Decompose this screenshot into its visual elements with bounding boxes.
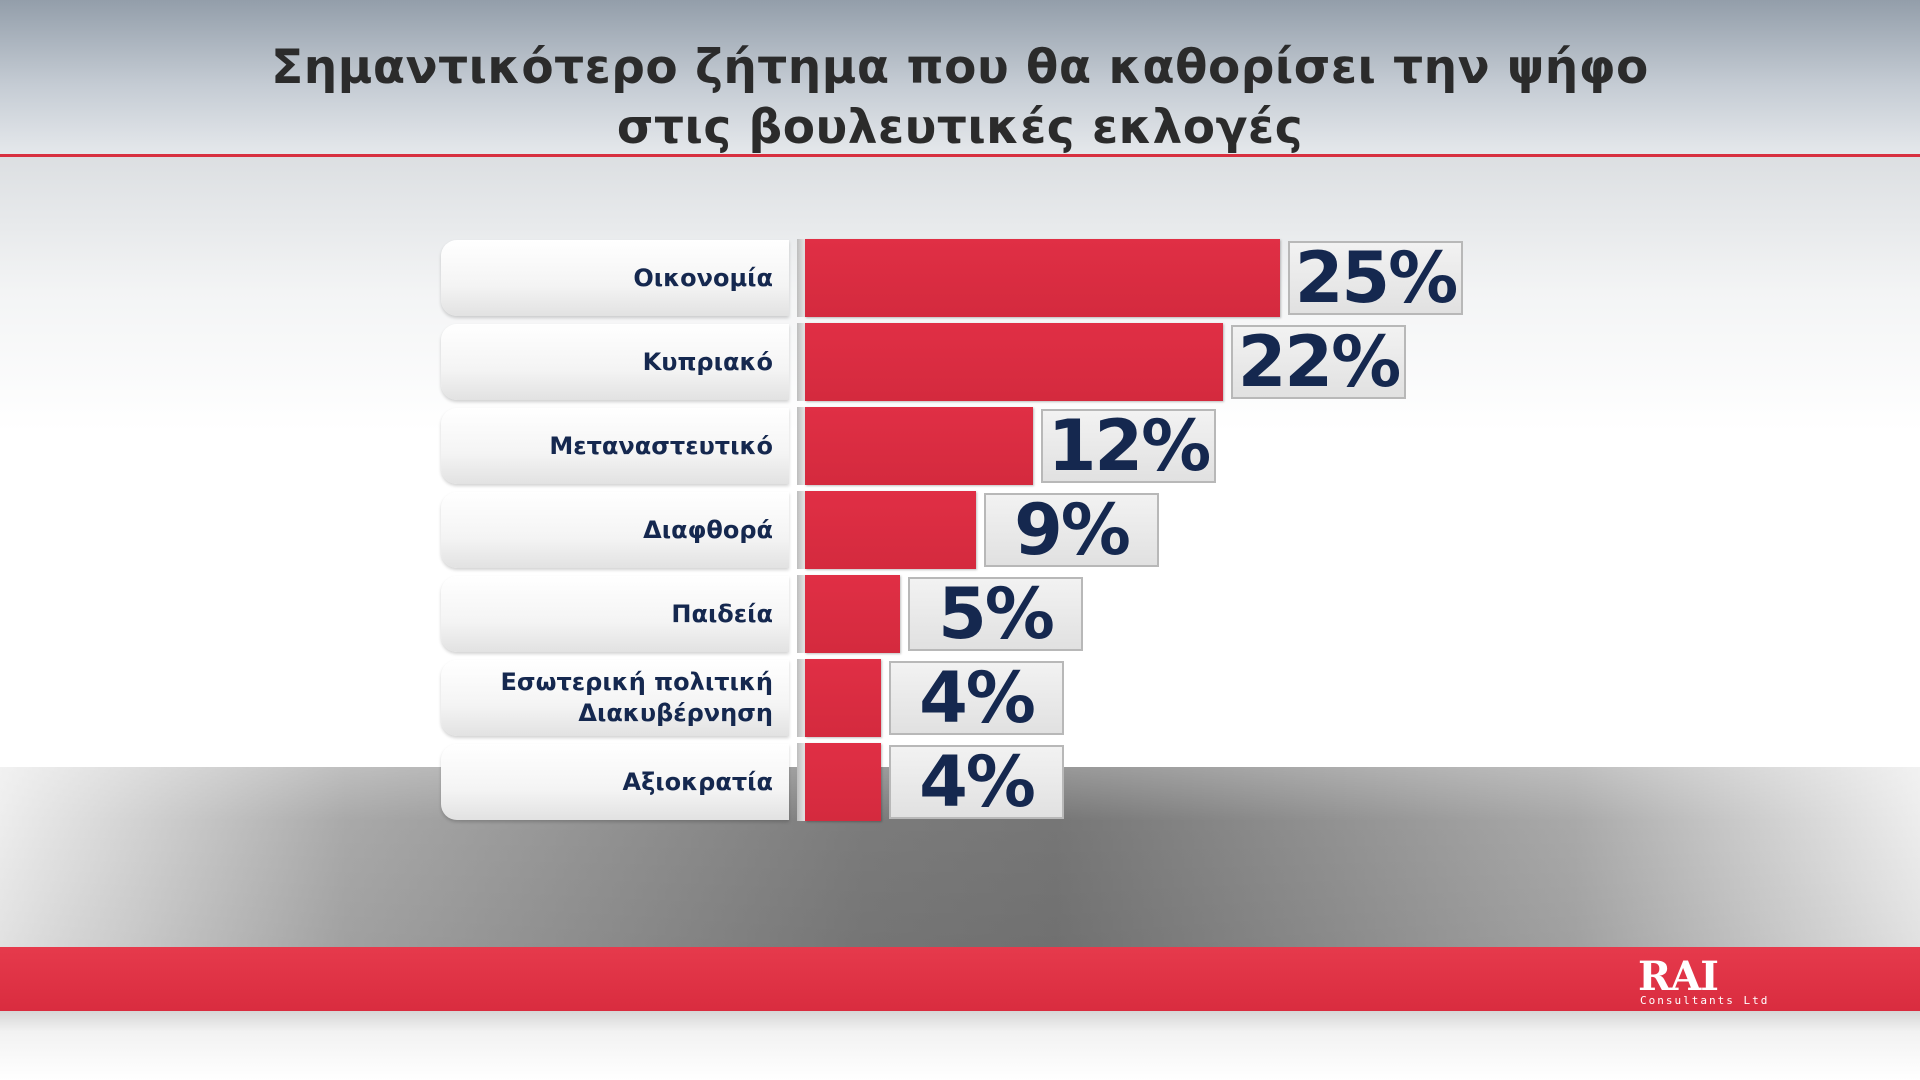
bar-base <box>797 323 805 401</box>
category-label-box: Διαφθορά <box>441 492 789 568</box>
bar-base <box>797 239 805 317</box>
category-label-box: Κυπριακό <box>441 324 789 400</box>
value-label: 22% <box>1231 321 1406 403</box>
footer-band <box>0 947 1920 1011</box>
bar-base <box>797 407 805 485</box>
category-label: Αξιοκρατία <box>622 767 773 796</box>
bar-base <box>797 659 805 737</box>
bar-base <box>797 575 805 653</box>
bar <box>805 659 881 737</box>
value-label: 4% <box>889 657 1064 739</box>
title-line-2: στις βουλευτικές εκλογές <box>616 100 1304 155</box>
chart-title: Σημαντικότερο ζήτημα που θα καθορίσει τη… <box>0 38 1920 158</box>
bar <box>805 743 881 821</box>
category-label-box: Μεταναστευτικό <box>441 408 789 484</box>
category-label: Οικονομία <box>633 263 773 292</box>
bar-base <box>797 491 805 569</box>
category-label: Εσωτερική πολιτική Διακυβέρνηση <box>500 668 773 727</box>
rai-logo: RAI Consultants Ltd <box>1638 956 1788 1012</box>
category-label: Κυπριακό <box>642 347 773 376</box>
footer-base <box>0 1011 1920 1080</box>
value-label: 25% <box>1288 237 1463 319</box>
value-label: 5% <box>908 573 1083 655</box>
category-label: Διαφθορά <box>643 515 773 544</box>
bar <box>805 323 1223 401</box>
bar <box>805 239 1280 317</box>
category-label-box: Οικονομία <box>441 240 789 316</box>
header-divider <box>0 154 1920 157</box>
logo-subtitle: Consultants Ltd <box>1640 994 1770 1007</box>
header-background <box>0 0 1920 156</box>
category-label-box: Παιδεία <box>441 576 789 652</box>
bar <box>805 491 976 569</box>
title-line-1: Σημαντικότερο ζήτημα που θα καθορίσει τη… <box>271 40 1649 95</box>
value-label: 4% <box>889 741 1064 823</box>
category-label-box: Αξιοκρατία <box>441 744 789 820</box>
value-label: 12% <box>1041 405 1216 487</box>
value-label: 9% <box>984 489 1159 571</box>
bar <box>805 575 900 653</box>
logo-wordmark: RAI <box>1638 953 1719 1000</box>
category-label: Παιδεία <box>671 599 773 628</box>
bar <box>805 407 1033 485</box>
category-label: Μεταναστευτικό <box>549 431 773 460</box>
bar-base <box>797 743 805 821</box>
category-label-box: Εσωτερική πολιτική Διακυβέρνηση <box>441 660 789 736</box>
